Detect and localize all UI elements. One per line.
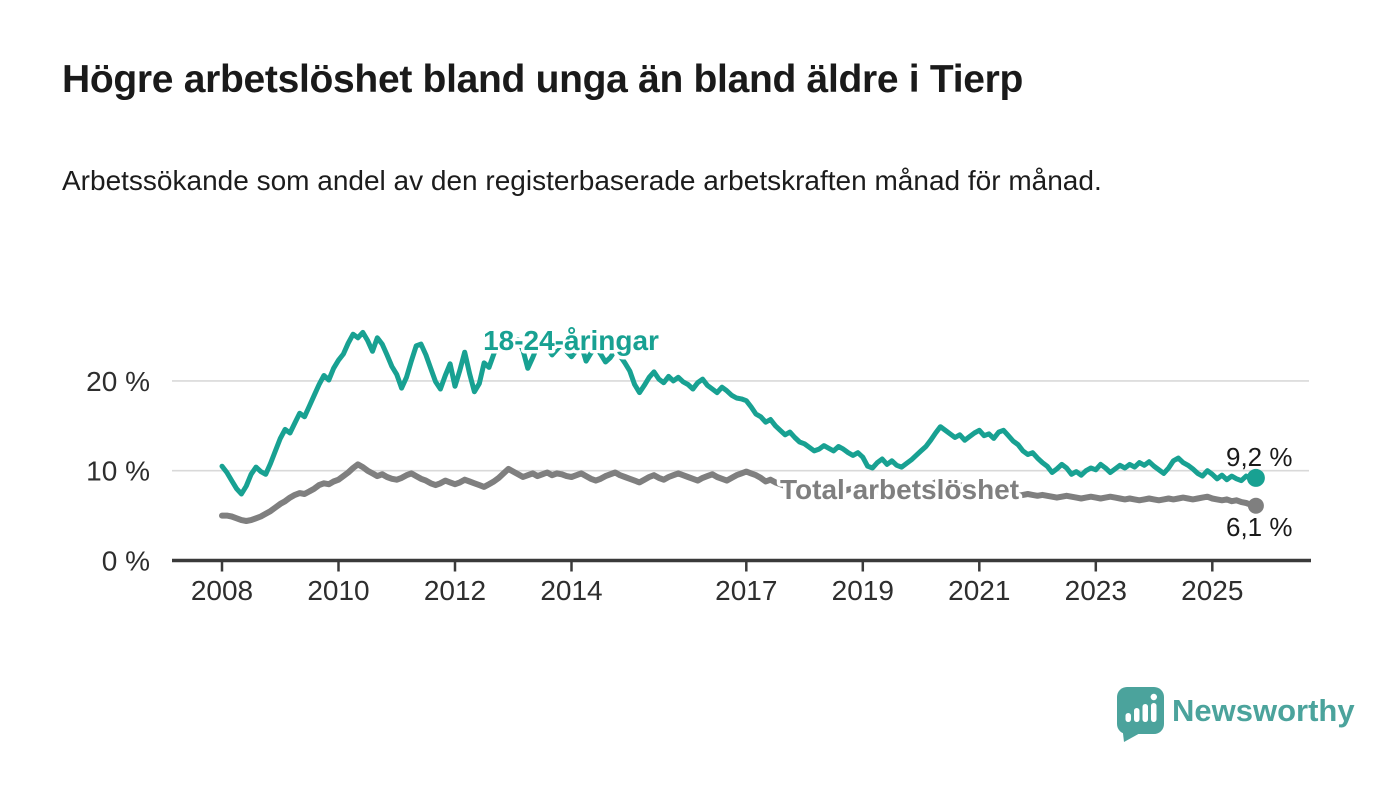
total-end-value-label: 6,1 %: [1226, 512, 1293, 542]
logo-exclamation-bar: [1151, 703, 1157, 722]
series-total-label: Total arbetslöshet: [780, 474, 1019, 505]
x-tick-label-2021: 2021: [948, 575, 1010, 606]
x-axis-ticks: 2008 2010 2012 2014 2017 2019 2021 2023 2025: [191, 562, 1243, 606]
x-tick-label-2012: 2012: [424, 575, 486, 606]
series-total-line: [219, 461, 1259, 524]
gridlines: [172, 380, 1309, 472]
logo-bubble-tail: [1122, 725, 1142, 742]
y-axis-labels: 0 % 10 % 20 %: [86, 366, 150, 577]
y-tick-label-10: 10 %: [86, 456, 150, 487]
series-total-end-dot: [1247, 497, 1264, 514]
newsworthy-wordmark: Newsworthy: [1172, 693, 1355, 728]
series-youth-label: 18-24-åringar: [483, 325, 659, 356]
logo-bar-1: [1125, 713, 1131, 722]
series-youth-line: [219, 329, 1259, 497]
chart-subtitle: Arbetssökande som andel av den registerb…: [62, 165, 1102, 196]
logo-bar-2: [1134, 708, 1140, 722]
x-tick-label-2008: 2008: [191, 575, 253, 606]
x-tick-label-2023: 2023: [1065, 575, 1127, 606]
youth-end-value-label: 9,2 %: [1226, 442, 1293, 472]
y-tick-label-0: 0 %: [102, 546, 150, 577]
x-tick-label-2014: 2014: [540, 575, 602, 606]
x-tick-label-2019: 2019: [832, 575, 894, 606]
x-tick-label-2017: 2017: [715, 575, 777, 606]
page-title: Högre arbetslöshet bland unga än bland ä…: [62, 58, 1024, 101]
logo-bar-3: [1142, 704, 1148, 722]
logo-exclamation-dot: [1150, 693, 1157, 701]
x-tick-label-2025: 2025: [1181, 575, 1243, 606]
series-youth-end-dot: [1246, 468, 1265, 487]
x-tick-label-2010: 2010: [307, 575, 369, 606]
newsworthy-logo-icon: [1117, 687, 1164, 742]
y-tick-label-20: 20 %: [86, 366, 150, 397]
